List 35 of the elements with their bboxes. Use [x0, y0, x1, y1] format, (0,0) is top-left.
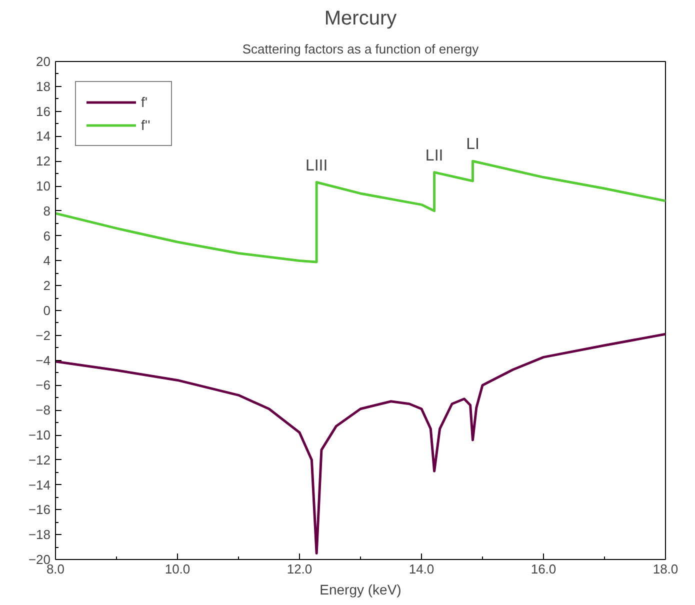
legend-label: f'	[141, 94, 149, 110]
x-tick-label: 18.0	[652, 562, 678, 576]
annotation: LII	[425, 147, 444, 164]
y-tick-label: 10	[36, 178, 51, 194]
y-tick-label: −8	[36, 402, 51, 418]
y-tick-label: −4	[36, 352, 51, 368]
y-tick-label: 12	[36, 154, 51, 169]
chart-title: Mercury	[324, 8, 397, 30]
y-tick-label: 14	[36, 128, 51, 144]
line-series	[56, 160, 666, 264]
x-tick-label: 14.0	[408, 562, 434, 576]
y-tick-label: 2	[43, 278, 51, 294]
annotation: LIII	[305, 157, 328, 174]
y-tick-label: −2	[36, 328, 51, 343]
x-tick-label: 10.0	[164, 562, 190, 576]
y-tick-label: 6	[43, 228, 51, 244]
line-series	[56, 332, 666, 555]
legend-label: f''	[141, 117, 152, 133]
x-tick-label: 12.0	[286, 562, 312, 576]
chart-subtitle: Scattering factors as a function of energy	[242, 42, 480, 56]
y-tick-label: −16	[28, 502, 51, 518]
x-axis-title: Energy (keV)	[320, 582, 402, 598]
y-tick-label: −18	[28, 527, 51, 542]
x-tick-label: 16.0	[530, 562, 556, 576]
y-tick-label: 20	[36, 54, 51, 69]
y-tick-label: 8	[43, 203, 51, 218]
y-tick-label: −6	[36, 378, 51, 393]
y-tick-label: −10	[28, 428, 51, 442]
y-tick-label: 4	[43, 253, 51, 268]
y-tick-label: 16	[36, 104, 51, 119]
y-tick-label: −12	[28, 452, 51, 468]
annotation: LI	[466, 136, 480, 154]
y-tick-label: 18	[36, 78, 51, 94]
y-tick-label: −14	[28, 477, 51, 492]
y-tick-label: 0	[43, 303, 51, 318]
